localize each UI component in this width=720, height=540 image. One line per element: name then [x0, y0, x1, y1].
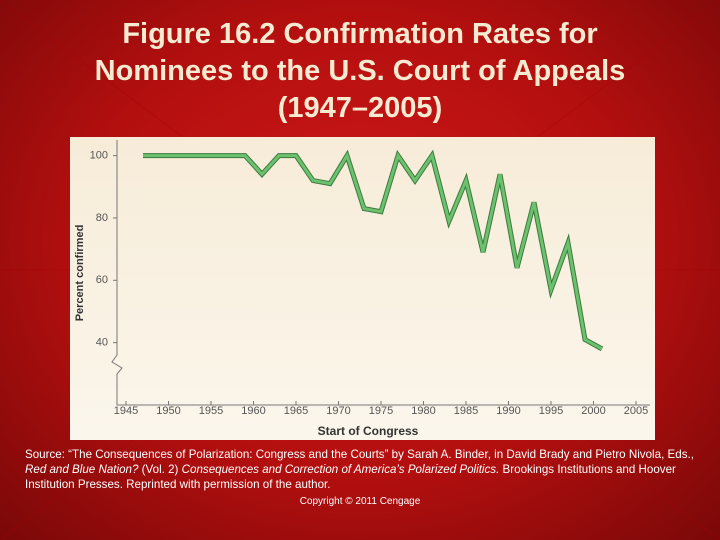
source-text: Consequences and Correction of America’s…	[181, 463, 500, 476]
copyright: Copyright © 2011 Cengage	[299, 496, 421, 507]
x-tick-label: 1945	[114, 405, 138, 417]
x-tick-label: 1980	[411, 405, 435, 417]
chart-title: (1947–2005)	[278, 92, 442, 124]
x-tick-label: 1985	[454, 405, 478, 417]
source-text: Source: “The Consequences of Polarizatio…	[25, 448, 694, 461]
plot-background	[70, 137, 655, 440]
x-tick-label: 1990	[496, 405, 520, 417]
x-tick-label: 1995	[539, 405, 563, 417]
source-text: Brookings Institutions and Hoover Instit…	[25, 463, 676, 491]
x-tick-label: 1955	[199, 405, 223, 417]
axes	[111, 140, 650, 406]
chart-title: Nominees to the U.S. Court of Appeals	[95, 55, 626, 87]
x-tick-label: 1950	[156, 405, 180, 417]
x-axis-label: Start of Congress	[318, 424, 419, 438]
x-tick-label: 1965	[284, 405, 308, 417]
x-tick-label: 1960	[241, 405, 265, 417]
source-note: Source: “The Consequences of Polarizatio…	[25, 447, 705, 492]
source-text: (Vol. 2)	[138, 463, 182, 476]
y-axis-label: Percent confirmed	[74, 225, 86, 322]
y-tick-label: 80	[96, 212, 108, 224]
x-tick-label: 1970	[326, 405, 350, 417]
y-tick-label: 100	[90, 149, 108, 161]
data-line	[143, 151, 603, 351]
source-text: Red and Blue Nation?	[25, 463, 139, 476]
x-tick-label: 2000	[581, 405, 605, 417]
y-tick-label: 60	[96, 274, 108, 286]
chart-title: Figure 16.2 Confirmation Rates for	[122, 18, 597, 50]
x-tick-label: 1975	[369, 405, 393, 417]
y-tick-label: 40	[96, 337, 108, 349]
x-tick-label: 2005	[624, 405, 648, 417]
